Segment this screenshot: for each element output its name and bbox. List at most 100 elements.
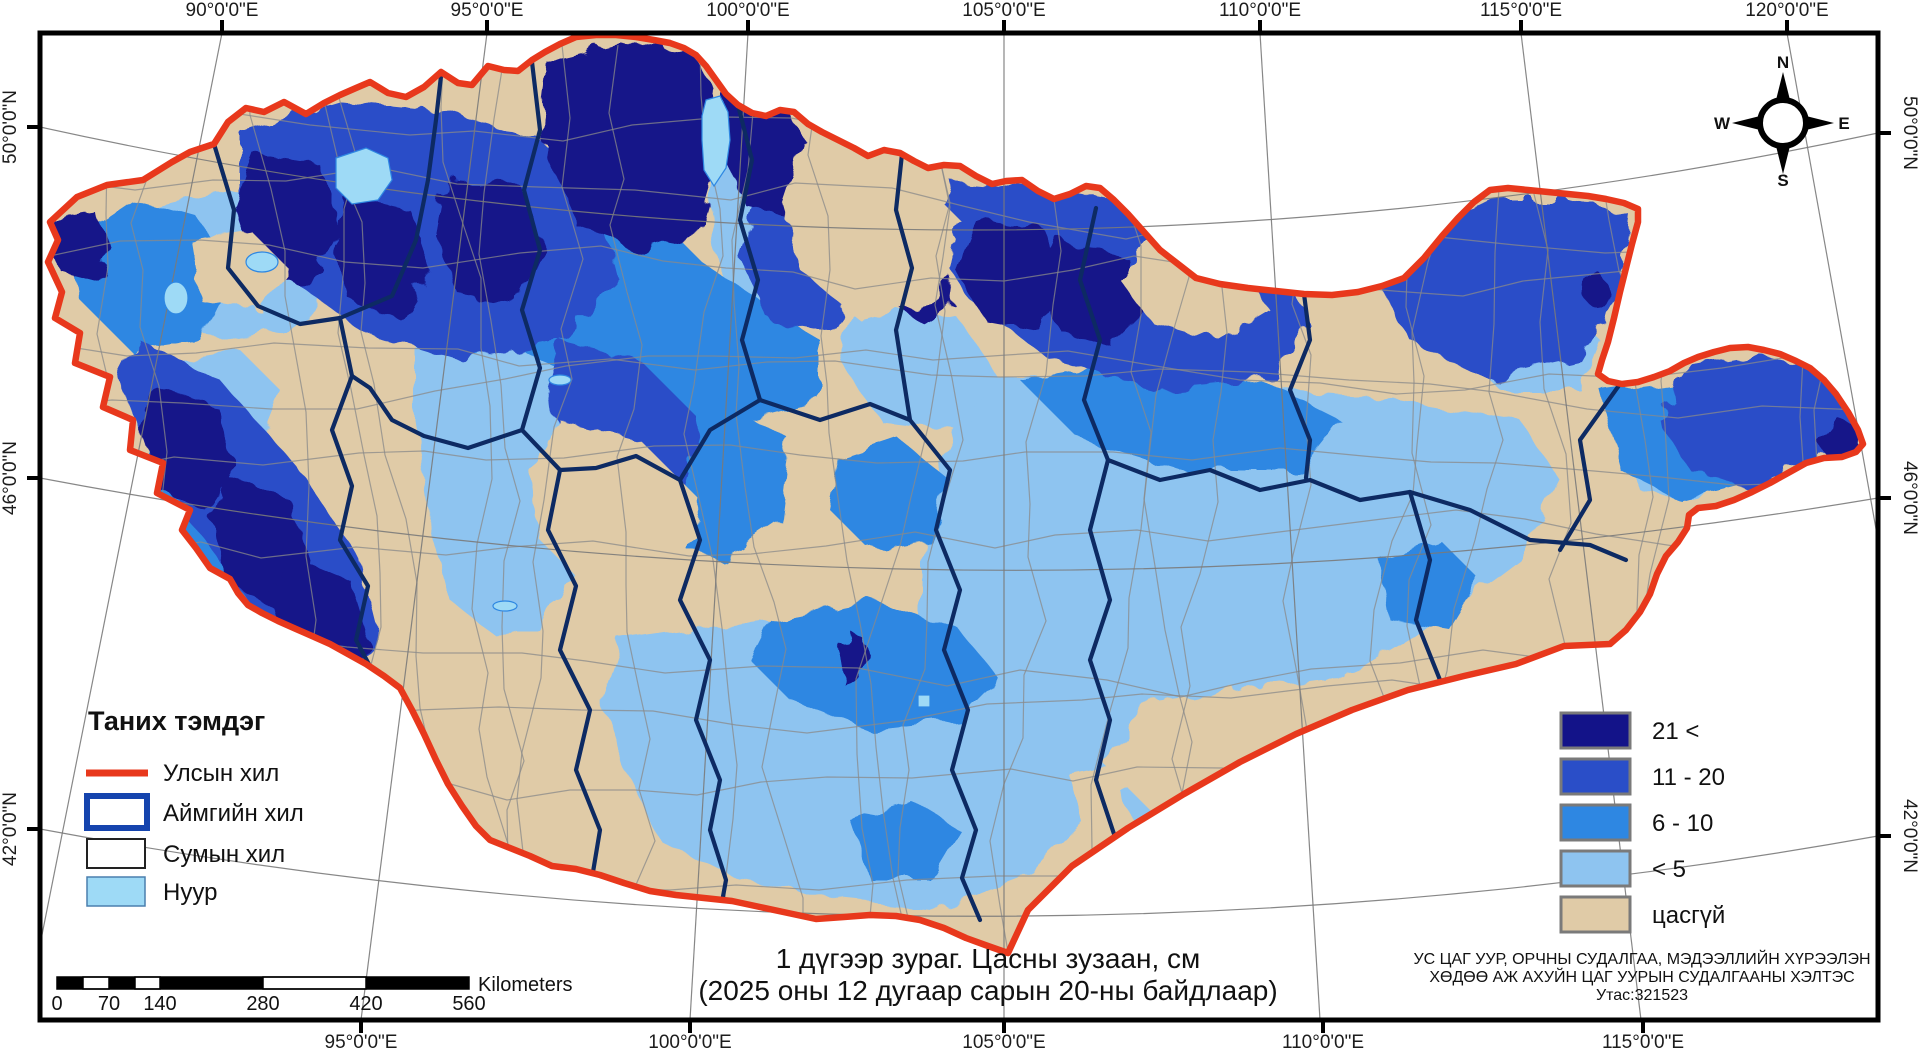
map-title-block: 1 дүгээр зураг. Цасны зузаан, см (2025 о… <box>698 943 1277 1006</box>
compass-w: W <box>1714 114 1731 133</box>
snow-patches-gt21-part <box>1040 240 1145 345</box>
aimag-boundaries-part <box>211 141 343 327</box>
aimag-boundaries-part <box>1557 381 1623 553</box>
aimag-boundaries-part <box>337 73 444 321</box>
aimag-border-swatch <box>84 793 150 831</box>
no-snow-valleys-part <box>190 230 290 310</box>
snow-patches-6-10-part <box>830 440 950 550</box>
sum-boundaries-part <box>48 237 1863 297</box>
compass-rose-part <box>1775 72 1791 104</box>
compass-rose-part <box>1802 115 1834 131</box>
scale-bar-part <box>82 976 110 990</box>
grat-top-0: 90°0'0"E <box>186 0 259 21</box>
snow-patches-gt21-part <box>540 42 720 250</box>
aimag-boundaries-part <box>349 373 525 451</box>
sum-boundaries-part <box>855 44 951 953</box>
aimag-boundaries-part <box>519 59 543 433</box>
scale-num-5: 560 <box>452 993 485 1015</box>
grat-left-2: 42°0'0"N <box>0 792 21 866</box>
lake-small-2 <box>492 600 518 612</box>
compass-s: S <box>1777 171 1788 190</box>
attribution-line2: ХӨДӨӨ АЖ АХУЙН ЦАГ УУРЫН СУДАЛГААНЫ ХЭЛТ… <box>1429 967 1854 986</box>
grat-top-2: 100°0'0"E <box>706 0 789 21</box>
compass-e: E <box>1838 114 1849 133</box>
legend-item-label: Сумын хил <box>163 841 285 868</box>
sum-boundaries-part <box>731 44 804 953</box>
aimag-boundaries-part <box>1077 205 1111 463</box>
scale-num-2: 140 <box>143 993 176 1015</box>
meridian-90e <box>40 33 223 948</box>
aimag-boundaries-part <box>893 151 915 423</box>
grat-top-3: 105°0'0"E <box>962 0 1045 21</box>
compass-rose: N S W E <box>1714 53 1850 190</box>
class-swatch-2 <box>1559 803 1632 842</box>
aimag-boundaries-part <box>519 427 603 881</box>
attribution-block: УС ЦАГ УУР, ОРЧНЫ СУДАЛГАА, МЭДЭЭЛЛИЙН Х… <box>1413 949 1870 1004</box>
parallel-46n <box>40 477 1878 571</box>
aimag-boundaries-part <box>907 417 983 923</box>
grat-bottom-4: 115°0'0"E <box>1602 1032 1684 1053</box>
scale-num-4: 420 <box>349 993 382 1015</box>
meridian-110e <box>1259 33 1321 1020</box>
class-swatch-1 <box>1559 757 1632 796</box>
compass-circle <box>1757 97 1809 149</box>
snow-patches-gt21-part <box>48 212 112 280</box>
scale-num-3: 280 <box>246 993 279 1015</box>
scale-bar-part <box>56 976 470 990</box>
grat-right-1: 46°0'0"N <box>1899 461 1920 535</box>
grat-bottom-2: 105°0'0"E <box>962 1032 1045 1053</box>
sum-border-swatch <box>86 838 146 869</box>
snow-patches-gt21-part <box>1815 415 1862 460</box>
scale-num-0: 0 <box>51 993 62 1015</box>
grat-left-0: 50°0'0"N <box>0 90 21 164</box>
scale-bar-part <box>57 977 83 989</box>
class-legend: 21 < 11 - 20 6 - 10 < 5 цасгүй <box>1559 711 1725 934</box>
scale-unit: Kilometers <box>478 974 572 996</box>
meridian-95e <box>360 33 488 1020</box>
class-swatch-3 <box>1559 849 1632 888</box>
no-snow-valleys-part <box>530 420 700 600</box>
grat-left-1: 46°0'0"N <box>0 441 21 515</box>
lake-khar-us <box>163 281 189 315</box>
snow-patches-gt21-part <box>435 180 545 305</box>
sum-boundaries-part <box>608 44 658 953</box>
legend-title: Таних тэмдэг <box>88 706 265 736</box>
parallel-50n <box>40 126 1878 231</box>
class-label-4: цасгүй <box>1652 902 1725 929</box>
sum-boundaries-part <box>897 44 964 953</box>
snow-patches-gt21-part <box>1584 273 1608 307</box>
grat-top-1: 95°0'0"E <box>451 0 524 21</box>
grat-bottom-0: 95°0'0"E <box>325 1032 398 1053</box>
scale-bar-part <box>109 977 135 989</box>
grat-top-6: 120°0'0"E <box>1745 0 1828 21</box>
aimag-boundaries-part <box>557 453 683 483</box>
snow-patches-6-10-part <box>70 200 230 350</box>
aimag-boundaries <box>211 59 1629 923</box>
lake-small <box>917 694 931 708</box>
scale-bar-part <box>160 977 263 989</box>
map-title-line2: (2025 оны 12 дугаар сарын 20-ны байдлаар… <box>698 975 1277 1006</box>
aimag-boundaries-part <box>1087 457 1119 873</box>
meridian-100e <box>689 33 749 1020</box>
aimag-boundaries-part <box>1105 457 1629 563</box>
sum-boundaries-part <box>48 509 1863 565</box>
lake-khyargas <box>245 251 279 273</box>
admin-layer <box>163 59 1725 923</box>
compass-rose-part <box>1775 142 1791 174</box>
lake-terkhiin <box>548 374 572 386</box>
scale-bar-part <box>134 976 161 990</box>
grat-top-4: 110°0'0"E <box>1219 0 1301 21</box>
grat-top-5: 115°0'0"E <box>1480 0 1562 21</box>
compass-n: N <box>1777 53 1789 72</box>
sum-boundaries-part <box>807 45 916 953</box>
class-swatch-4 <box>1559 895 1632 934</box>
scale-num-1: 70 <box>98 993 120 1015</box>
legend: Таних тэмдэг Улсын хил Аймгийн хил Сумын… <box>84 706 304 907</box>
snow-patches-6-10-part <box>850 800 960 880</box>
map-frame <box>37 30 1881 1023</box>
class-swatch-0 <box>1559 711 1632 750</box>
frame-ticks <box>27 20 1891 1033</box>
